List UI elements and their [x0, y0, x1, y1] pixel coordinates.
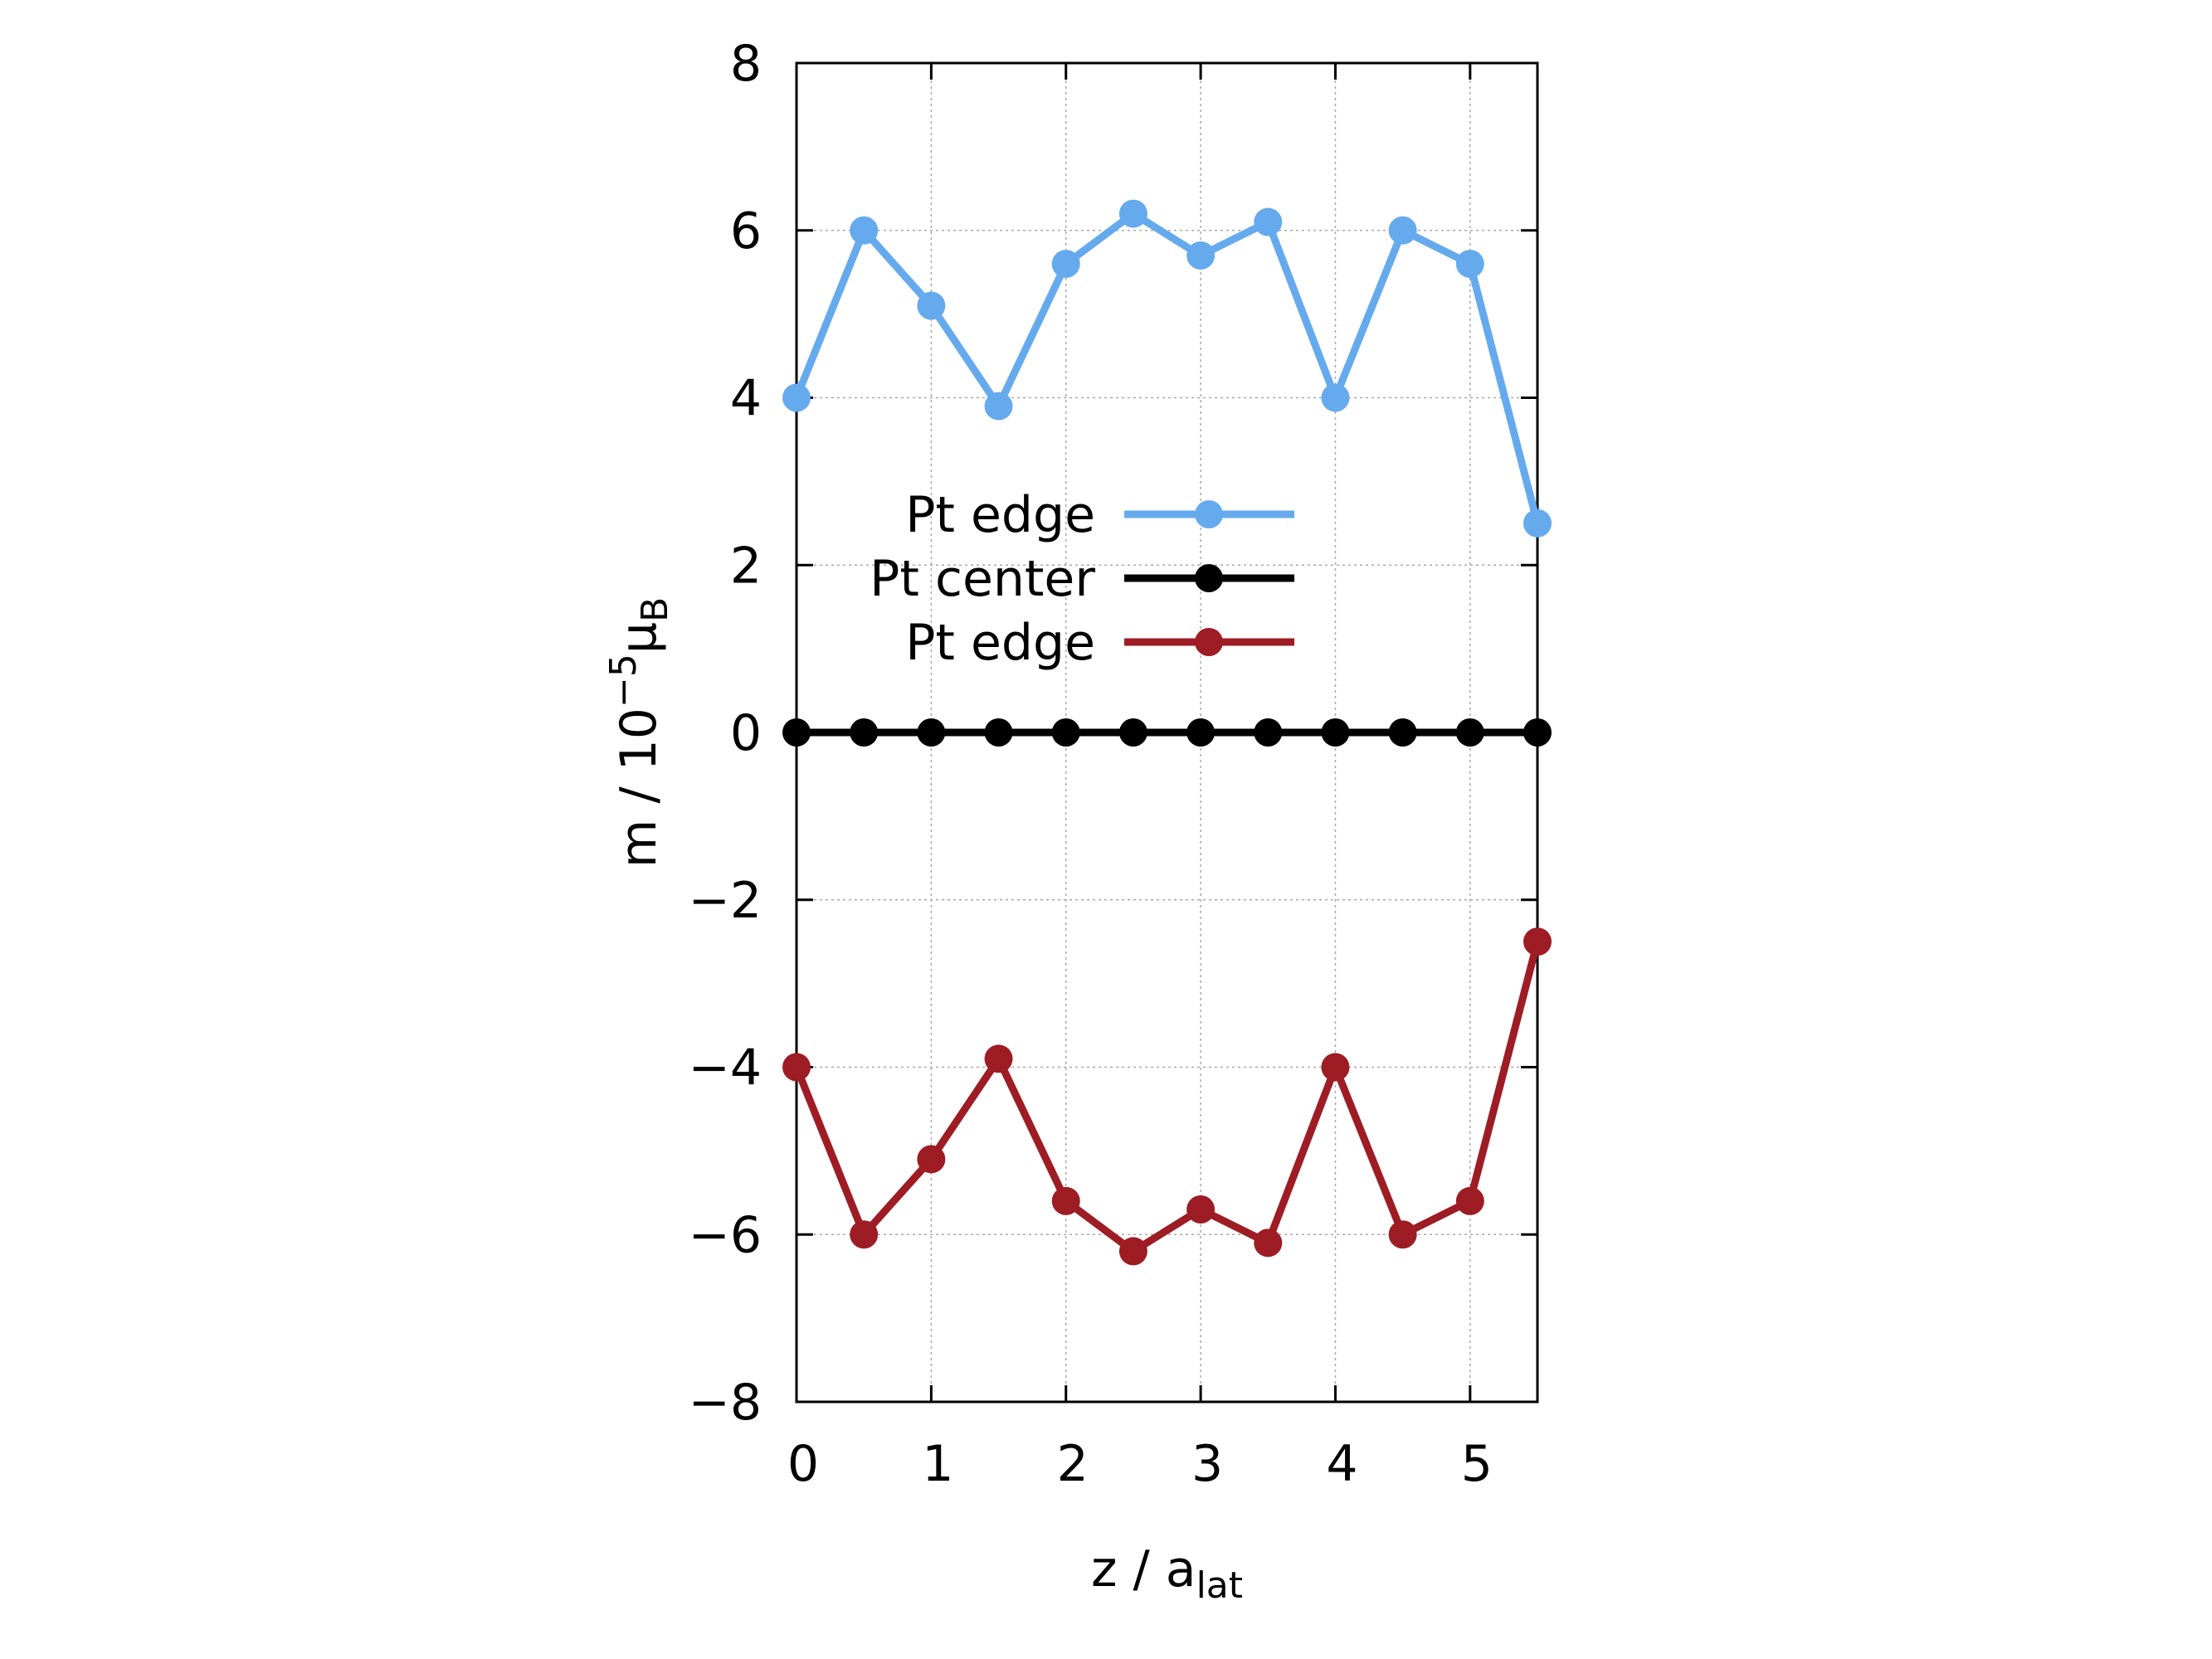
- data-point: [1186, 241, 1216, 270]
- series-3: [782, 927, 1552, 1266]
- legend-label: Pt edge: [905, 486, 1095, 544]
- series-layer: [782, 199, 1552, 1266]
- data-point: [850, 718, 879, 747]
- y-tick-label: −6: [689, 1206, 762, 1264]
- x-tick-label: 2: [1057, 1435, 1089, 1493]
- data-point: [1523, 927, 1552, 956]
- x-tick-label: 0: [787, 1435, 819, 1493]
- series-line: [792, 941, 1542, 1255]
- data-point: [782, 1053, 811, 1082]
- y-tick-label: −4: [689, 1039, 762, 1097]
- data-point: [1388, 216, 1417, 245]
- legend-label: Pt edge: [905, 614, 1095, 672]
- data-point: [917, 291, 946, 320]
- data-point: [917, 1145, 946, 1174]
- data-point: [1455, 718, 1484, 747]
- series-2: [782, 718, 1552, 747]
- data-point: [1118, 1237, 1147, 1266]
- data-point: [1051, 718, 1080, 747]
- y-tick-label: 8: [730, 35, 762, 93]
- axes: −8 −6 −4 −2 0 2 4 6 8 0 1 2 3 4 5: [689, 35, 1539, 1493]
- data-point: [1455, 1186, 1484, 1215]
- data-point: [1254, 1228, 1283, 1258]
- data-point: [850, 1220, 879, 1249]
- y-tick-label: 0: [730, 704, 762, 762]
- data-point: [984, 392, 1013, 421]
- y-axis-label-mu: μ: [610, 622, 668, 654]
- data-point: [1523, 718, 1552, 747]
- data-point: [1186, 718, 1216, 747]
- data-point: [1321, 383, 1350, 412]
- data-point: [1321, 718, 1350, 747]
- data-point: [1254, 718, 1283, 747]
- series-line: [792, 210, 1542, 524]
- y-axis-label-subscript: B: [634, 597, 676, 622]
- data-point: [850, 216, 879, 245]
- legend-label: Pt center: [870, 550, 1095, 608]
- legend-marker: [1195, 500, 1223, 528]
- data-point: [782, 383, 811, 412]
- legend-marker: [1195, 628, 1223, 656]
- data-point: [1051, 250, 1080, 279]
- x-axis-label-main: z / a: [1091, 1540, 1196, 1598]
- y-axis-label: m / 10−5μB: [602, 597, 676, 868]
- data-point: [1388, 1220, 1417, 1249]
- data-point: [1321, 1053, 1350, 1082]
- x-axis-label: z / alat: [1091, 1540, 1243, 1607]
- data-point: [782, 718, 811, 747]
- x-tick-label: 1: [922, 1435, 953, 1493]
- data-point: [1388, 718, 1417, 747]
- y-tick-label: −2: [689, 872, 762, 930]
- y-tick-label: 2: [730, 537, 762, 595]
- data-point: [1455, 250, 1484, 279]
- y-axis-label-superscript: −5: [602, 654, 645, 708]
- x-axis-label-subscript: lat: [1196, 1564, 1243, 1607]
- data-point: [984, 1044, 1013, 1073]
- y-tick-label: 4: [730, 370, 762, 428]
- legend-marker: [1195, 564, 1223, 592]
- data-point: [917, 718, 946, 747]
- data-point: [1254, 207, 1283, 236]
- data-point: [984, 718, 1013, 747]
- x-tick-label: 5: [1461, 1435, 1493, 1493]
- x-tick-label: 4: [1326, 1435, 1357, 1493]
- y-tick-label: 6: [730, 202, 762, 260]
- data-point: [1118, 199, 1147, 228]
- data-point: [1186, 1194, 1216, 1224]
- y-axis-label-main: m / 10: [610, 708, 668, 868]
- data-point: [1523, 508, 1552, 538]
- y-tick-label: −8: [689, 1374, 762, 1432]
- series-1: [782, 199, 1552, 538]
- data-point: [1051, 1186, 1080, 1215]
- x-tick-label: 3: [1191, 1435, 1223, 1493]
- data-point: [1118, 718, 1147, 747]
- legend: Pt edge Pt center Pt edge: [870, 486, 1294, 672]
